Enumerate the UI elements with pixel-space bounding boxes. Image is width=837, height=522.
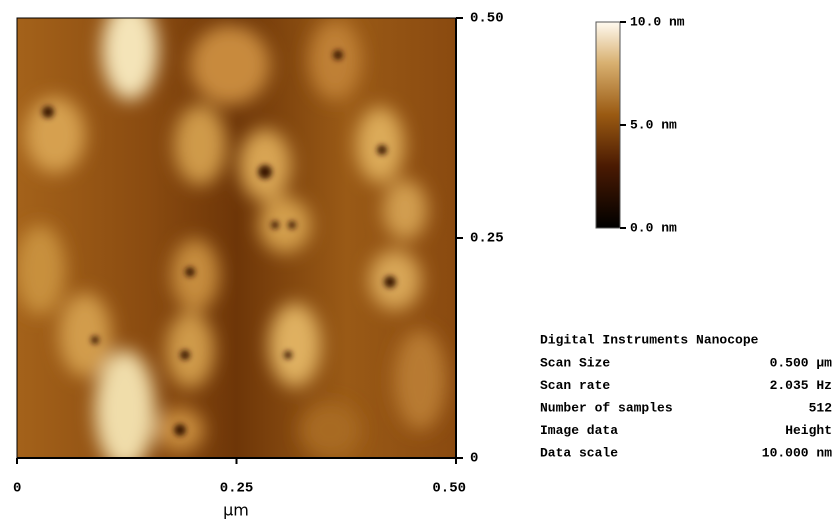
afm-image: [15, 0, 456, 470]
x-tick-label: 0.50: [432, 481, 466, 497]
y-tick-label: 0.25: [470, 231, 504, 247]
info-label: Data scale: [540, 445, 618, 460]
colorbar-label: 0.0 nm: [630, 220, 677, 235]
info-label: Number of samples: [540, 400, 673, 415]
figure: μm Digital Instruments Nanocope 0 0.25 0.5…: [0, 0, 837, 522]
info-label: Scan rate: [540, 378, 610, 393]
info-value: 10.000 nm: [762, 445, 832, 460]
info-label: Scan Size: [540, 355, 610, 370]
info-value: 512: [809, 400, 833, 415]
y-tick-label: 0: [470, 451, 478, 467]
info-value: 0.500 μm: [770, 355, 833, 370]
x-tick-label: 0: [13, 481, 21, 497]
x-tick-label: 0.25: [220, 481, 254, 497]
info-label: Image data: [540, 423, 618, 438]
colorbar-label: 10.0 nm: [630, 14, 685, 29]
info-title: Digital Instruments Nanocope: [540, 332, 759, 347]
colorbar-label: 5.0 nm: [630, 117, 677, 132]
info-value: 2.035 Hz: [770, 378, 832, 393]
info-value: Height: [785, 423, 832, 438]
colorbar: [596, 22, 620, 228]
y-tick-label: 0.50: [470, 11, 504, 27]
x-axis-label: μm: [223, 501, 249, 520]
